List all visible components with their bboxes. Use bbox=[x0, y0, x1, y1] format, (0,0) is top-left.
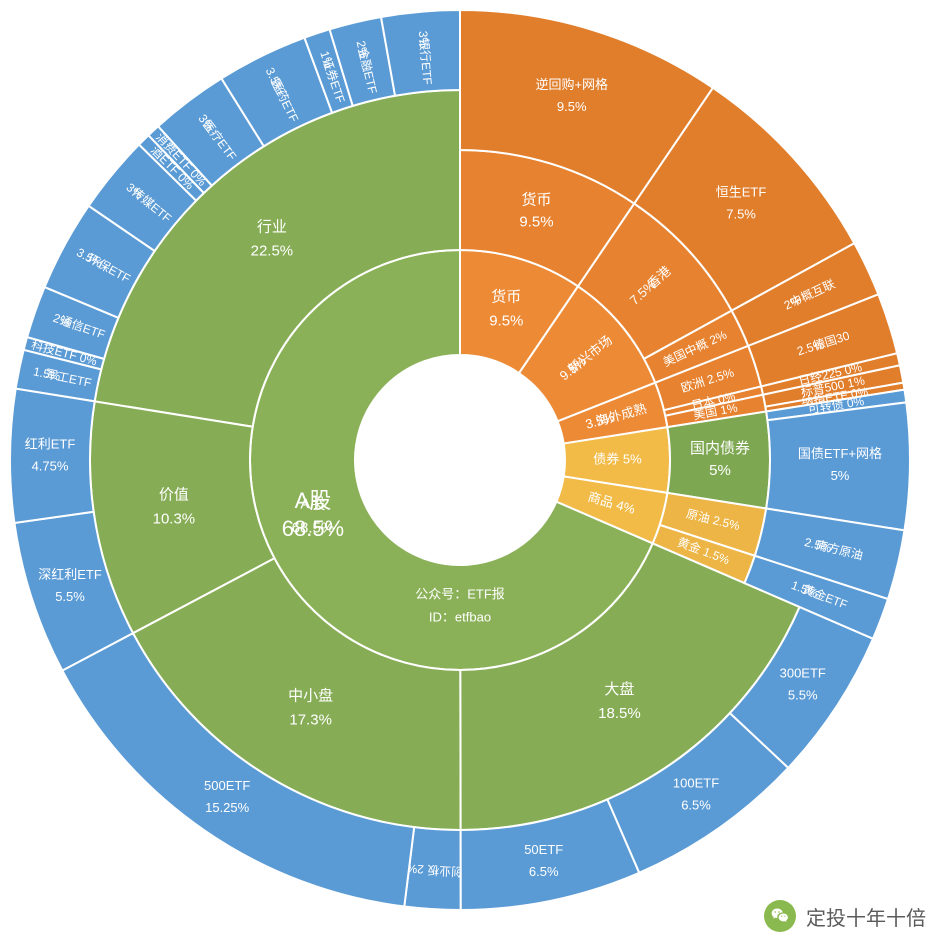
footer-text: 定投十年十倍 bbox=[806, 902, 926, 931]
footer: 定投十年十倍 bbox=[764, 900, 926, 932]
sunburst-chart: 货币9.5%新兴市场9.5%海外成熟3.5%债券 5%商品 4%A股68.5%大… bbox=[0, 0, 950, 950]
wechat-icon bbox=[764, 900, 796, 932]
